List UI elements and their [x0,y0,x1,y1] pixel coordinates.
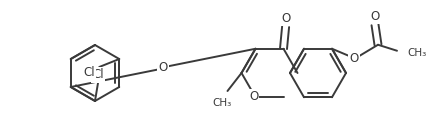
Text: O: O [281,12,290,25]
Text: O: O [370,10,380,23]
Text: O: O [249,90,258,103]
Text: Cl: Cl [83,67,95,80]
Text: Cl: Cl [92,69,104,81]
Text: O: O [159,61,168,74]
Text: CH₃: CH₃ [212,98,231,108]
Text: O: O [349,52,359,65]
Text: CH₃: CH₃ [407,48,426,58]
